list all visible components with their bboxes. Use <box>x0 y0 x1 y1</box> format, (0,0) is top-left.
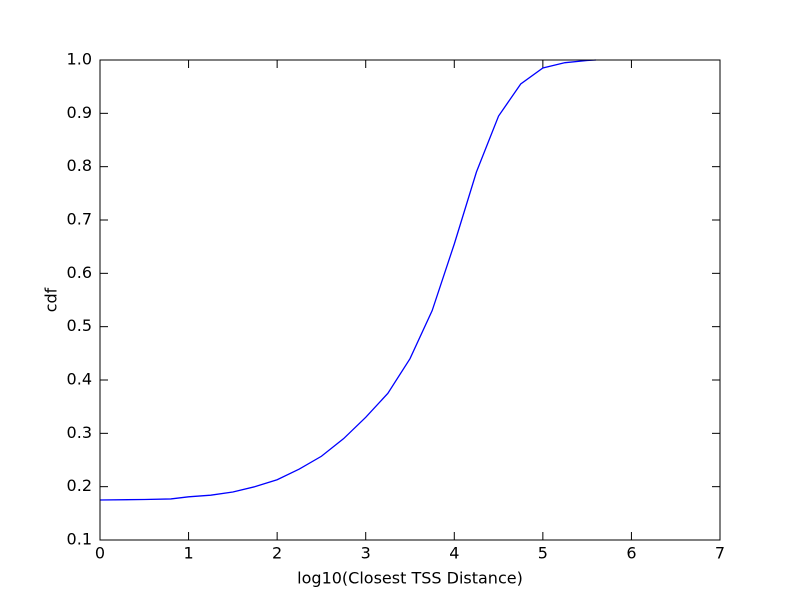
x-tick-label: 7 <box>715 544 725 563</box>
y-tick-label: 0.1 <box>67 530 92 549</box>
y-tick-label: 0.6 <box>67 263 92 282</box>
y-axis-label: cdf <box>42 287 61 312</box>
y-tick-label: 0.5 <box>67 316 92 335</box>
x-tick-label: 4 <box>449 544 459 563</box>
x-tick-label: 3 <box>361 544 371 563</box>
x-axis-label: log10(Closest TSS Distance) <box>297 569 523 588</box>
y-tick-label: 0.9 <box>67 103 92 122</box>
cdf-line <box>99 59 597 501</box>
x-tick-label: 6 <box>626 544 636 563</box>
x-tick-label: 2 <box>272 544 282 563</box>
y-tick-label: 0.4 <box>67 370 92 389</box>
x-tick-label: 1 <box>183 544 193 563</box>
y-tick-label: 0.8 <box>67 156 92 175</box>
y-tick-label: 1.0 <box>67 50 92 69</box>
y-tick-label: 0.3 <box>67 423 92 442</box>
y-tick-label: 0.2 <box>67 476 92 495</box>
y-tick-label: 0.7 <box>67 210 92 229</box>
x-tick-label: 5 <box>538 544 548 563</box>
x-tick-label: 0 <box>95 544 105 563</box>
plot-frame <box>99 59 721 541</box>
